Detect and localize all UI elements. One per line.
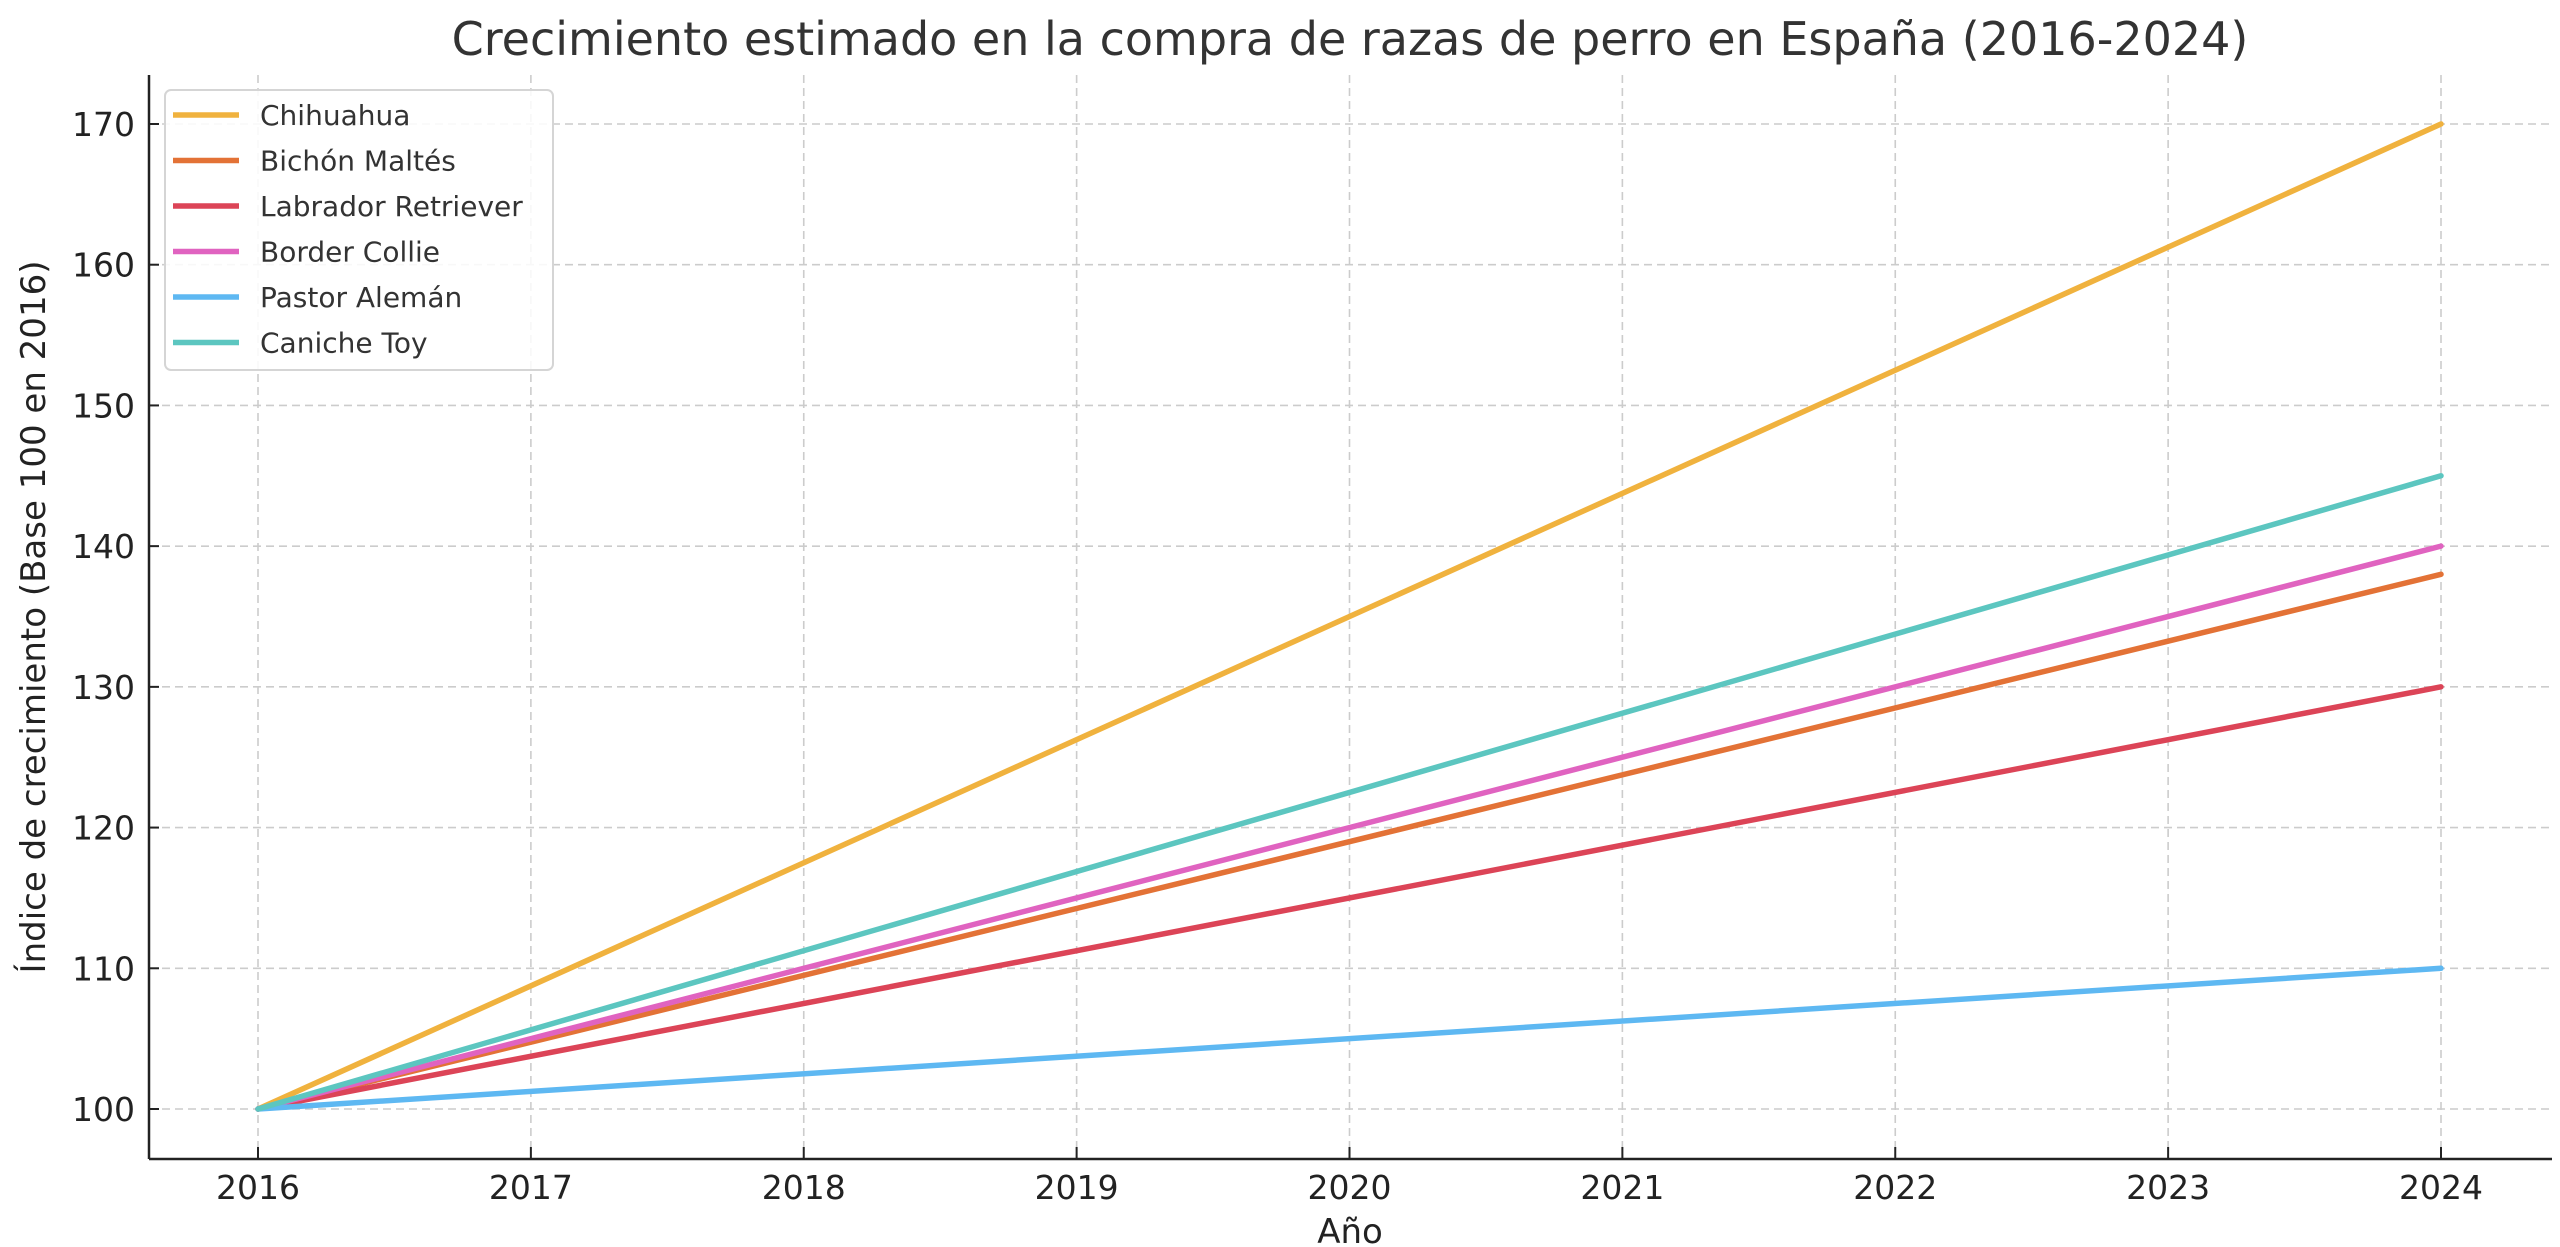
x-tick-label: 2024 — [2399, 1168, 2483, 1207]
y-tick-label: 140 — [72, 527, 135, 566]
series-line-labrador-retriever — [255, 684, 2444, 1112]
x-tick-label: 2017 — [489, 1168, 573, 1207]
legend-label: Chihuahua — [260, 99, 410, 132]
legend-label: Border Collie — [260, 236, 440, 269]
y-tick-label: 130 — [72, 668, 135, 707]
series-line-border-collie — [255, 543, 2444, 1112]
axes: 2016 2017 2018 2019 2020 2021 2022 2023 2024 100 1… — [72, 75, 2552, 1207]
x-tick-label: 2016 — [216, 1168, 300, 1207]
y-tick-label: 120 — [72, 809, 135, 848]
series-line-pastor-alem-n — [255, 965, 2444, 1112]
y-tick-label: 160 — [72, 246, 135, 285]
x-tick-label: 2020 — [1308, 1168, 1392, 1207]
legend-box — [164, 89, 554, 371]
series-line-caniche-toy — [255, 473, 2444, 1112]
legend-label: Pastor Alemán — [260, 281, 462, 314]
legend-label: Bichón Maltés — [260, 145, 456, 178]
x-tick-label: 2022 — [1853, 1168, 1937, 1207]
legend-label: Labrador Retriever — [260, 190, 523, 223]
series-group — [255, 121, 2444, 1112]
x-tick-label: 2018 — [762, 1168, 846, 1207]
series-line-bich-n-malt-s — [255, 571, 2444, 1112]
x-tick-label: 2019 — [1035, 1168, 1119, 1207]
x-tick-label: 2023 — [2126, 1168, 2210, 1207]
series-line-chihuahua — [255, 121, 2444, 1112]
y-tick-label: 150 — [72, 386, 135, 425]
y-tick-label: 100 — [72, 1090, 135, 1129]
y-tick-label: 110 — [72, 949, 135, 988]
legend-label: Caniche Toy — [260, 327, 428, 360]
y-tick-label: 170 — [72, 105, 135, 144]
chart-title: Crecimiento estimado en la compra de raz… — [452, 12, 2249, 66]
y-axis-label: Índice de crecimiento (Base 100 en 2016) — [13, 261, 54, 974]
x-tick-label: 2021 — [1580, 1168, 1664, 1207]
legend: Chihuahua Bichón Maltés Labrador Retriever… — [164, 89, 554, 371]
x-axis-label: Año — [1317, 1212, 1383, 1247]
